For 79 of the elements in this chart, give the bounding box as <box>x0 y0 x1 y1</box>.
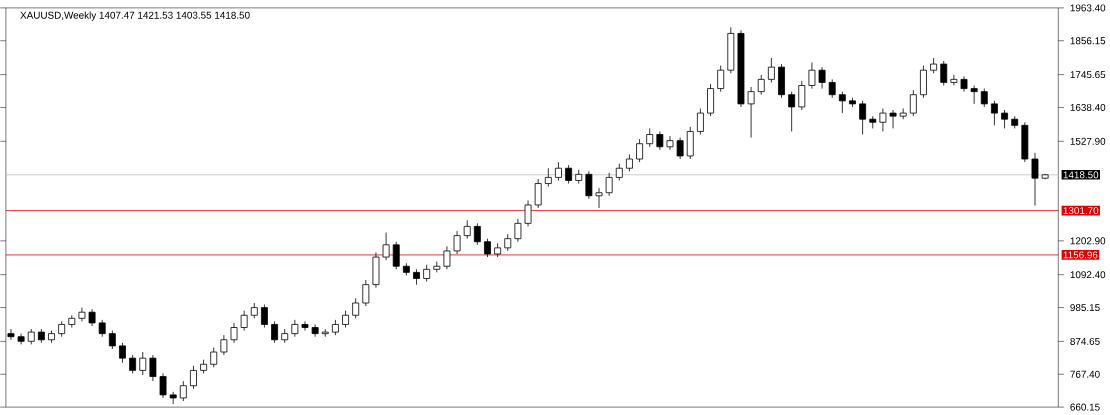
candlestick <box>666 135 674 151</box>
candlestick <box>970 85 978 105</box>
candlestick <box>260 304 268 328</box>
candlestick <box>565 164 573 184</box>
candlestick <box>544 167 552 187</box>
candlestick <box>859 100 867 135</box>
candlestick <box>1031 152 1039 206</box>
y-tick-label: 1527.90 <box>1070 137 1106 145</box>
candlestick <box>788 91 796 132</box>
candlestick <box>879 108 887 132</box>
candlestick <box>78 307 86 322</box>
candlestick <box>605 172 613 197</box>
candlestick <box>301 320 309 331</box>
candlestick <box>656 131 664 151</box>
candlestick <box>149 354 157 382</box>
candlestick <box>555 161 562 181</box>
candlestick <box>220 334 228 356</box>
candlestick <box>808 62 816 89</box>
candlestick <box>717 65 725 93</box>
candlestick <box>453 230 461 255</box>
candlestick <box>980 88 988 108</box>
candlestick <box>473 222 481 246</box>
candlestick <box>311 324 319 338</box>
candlestick <box>139 351 147 376</box>
candlestick <box>950 74 958 86</box>
candlestick <box>362 279 370 307</box>
candlestick <box>757 74 765 96</box>
candlestick <box>960 75 968 93</box>
candlestick <box>990 100 998 126</box>
y-tick-label: 660.15 <box>1070 403 1100 411</box>
candlestick <box>230 322 238 344</box>
candlestick <box>524 199 532 227</box>
y-tick-label: 874.65 <box>1070 337 1100 345</box>
candlestick <box>463 219 471 240</box>
candlestick <box>676 137 684 160</box>
candlestick <box>352 298 360 319</box>
candlestick <box>595 187 603 209</box>
candlestick <box>534 178 542 209</box>
ref-line-label: 1156.96 <box>1063 251 1098 259</box>
candlestick <box>129 354 137 374</box>
candlestick <box>159 373 167 399</box>
candlestick <box>1001 109 1009 129</box>
ref-line-label: 1301.70 <box>1063 207 1099 215</box>
candlestick <box>940 60 948 86</box>
candlestick <box>889 109 897 129</box>
candlestick <box>838 91 846 114</box>
y-tick-label: 985.15 <box>1070 304 1100 312</box>
candlestick <box>392 241 400 270</box>
candlestick <box>828 78 836 99</box>
candlestick <box>514 218 522 243</box>
ref-line-label: 1418.50 <box>1063 171 1099 179</box>
candlestick <box>382 232 390 261</box>
y-tick-label: 1202.90 <box>1070 237 1106 245</box>
y-tick-label: 1638.40 <box>1070 103 1106 111</box>
candlestick <box>179 380 187 402</box>
candlestick <box>484 238 491 258</box>
candlestick <box>119 342 126 364</box>
candlestick <box>818 66 826 89</box>
y-tick-label: 767.40 <box>1070 370 1100 378</box>
y-tick-label: 1092.40 <box>1070 271 1106 279</box>
candlestick <box>210 347 218 368</box>
y-tick-label: 1856.15 <box>1070 37 1106 45</box>
chart-title: XAUUSD,Weekly 1407.47 1421.53 1403.55 1418.50 <box>20 11 250 21</box>
candlestick <box>747 86 755 138</box>
candlestick <box>646 128 654 148</box>
y-tick-label: 1963.40 <box>1070 4 1106 12</box>
candlestick <box>767 57 775 83</box>
candlestick <box>585 170 593 200</box>
y-tick-label: 1745.65 <box>1070 71 1106 79</box>
candlestick <box>909 89 917 117</box>
candlestick <box>190 365 197 390</box>
candlestick <box>636 138 644 163</box>
candlestick <box>798 80 806 111</box>
candlestick <box>240 310 248 331</box>
candlestick <box>271 320 279 344</box>
candlestick <box>17 333 25 345</box>
candlestick <box>443 245 451 270</box>
candlestick <box>696 108 704 135</box>
candlestick <box>108 330 116 350</box>
